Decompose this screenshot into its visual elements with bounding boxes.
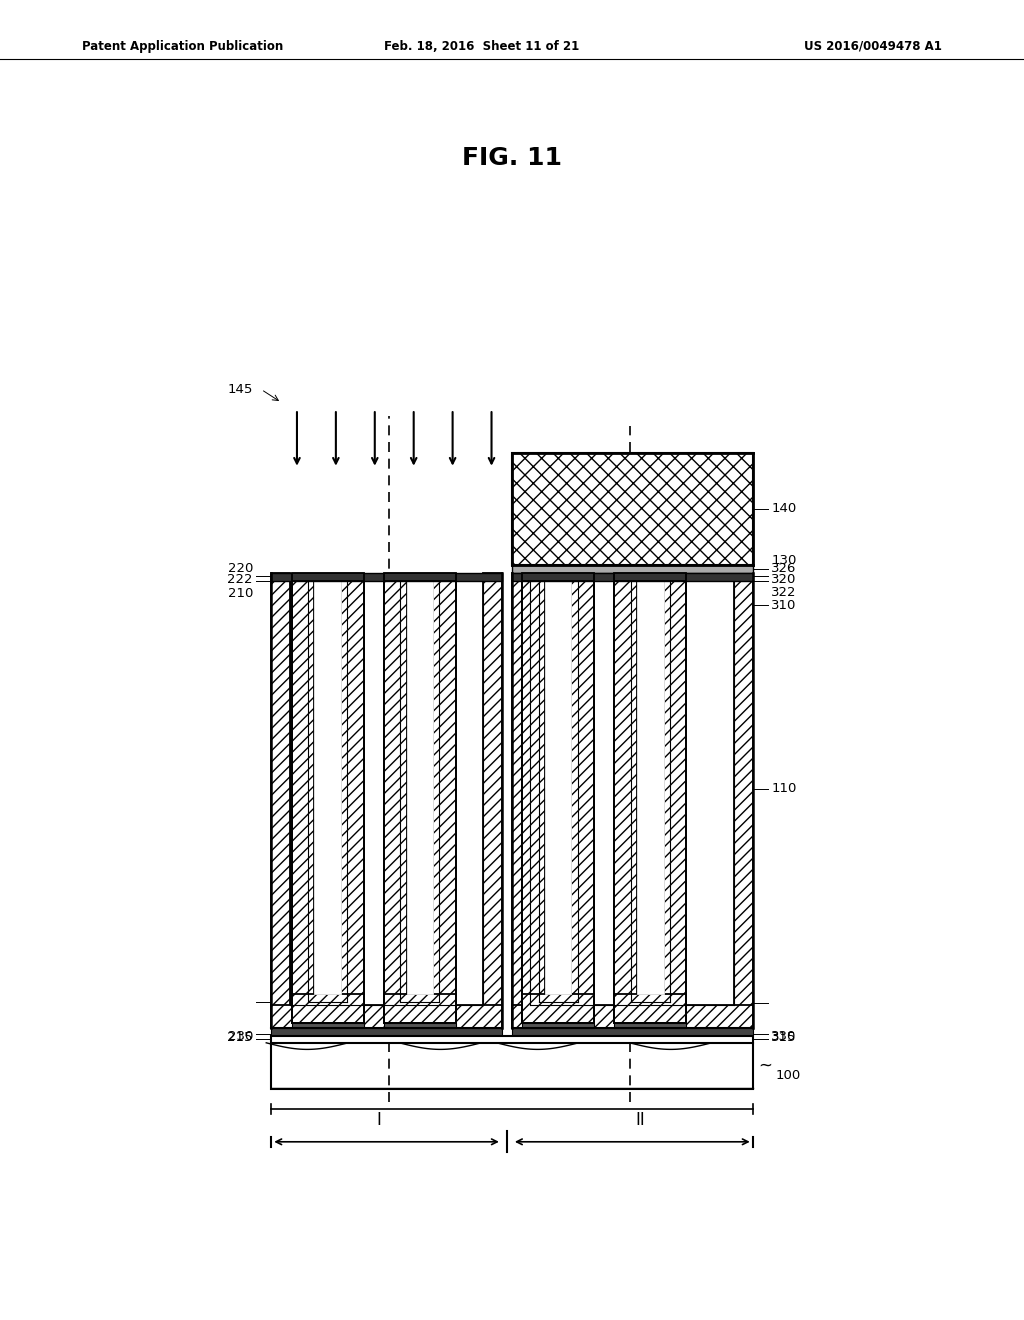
Bar bbox=[614, 994, 686, 1023]
Text: 220: 220 bbox=[227, 562, 253, 576]
Bar bbox=[614, 581, 637, 1023]
Text: US 2016/0049478 A1: US 2016/0049478 A1 bbox=[804, 40, 942, 53]
Text: 145: 145 bbox=[227, 383, 253, 396]
Bar bbox=[545, 581, 571, 994]
Text: I: I bbox=[377, 1110, 381, 1129]
Text: 320: 320 bbox=[771, 573, 797, 586]
Bar bbox=[664, 581, 686, 1023]
Bar bbox=[522, 573, 594, 581]
Text: 130: 130 bbox=[771, 554, 797, 568]
Text: 315: 315 bbox=[771, 1031, 797, 1044]
Bar bbox=[292, 1023, 364, 1028]
Bar bbox=[384, 573, 456, 581]
Bar bbox=[637, 581, 664, 994]
Text: Patent Application Publication: Patent Application Publication bbox=[82, 40, 284, 53]
Text: Feb. 18, 2016  Sheet 11 of 21: Feb. 18, 2016 Sheet 11 of 21 bbox=[384, 40, 579, 53]
Bar bbox=[614, 1023, 686, 1028]
Text: II: II bbox=[635, 1110, 645, 1129]
Bar bbox=[384, 1023, 456, 1028]
Bar bbox=[483, 573, 502, 1028]
Bar bbox=[734, 573, 753, 1028]
Bar bbox=[512, 565, 753, 573]
Bar bbox=[512, 573, 753, 581]
Text: 310: 310 bbox=[771, 599, 797, 612]
Bar bbox=[384, 581, 407, 1023]
Bar bbox=[433, 581, 456, 1023]
Bar bbox=[292, 581, 314, 1023]
Bar bbox=[384, 994, 456, 1023]
Bar bbox=[512, 573, 530, 1028]
Bar bbox=[512, 453, 753, 565]
Bar bbox=[522, 994, 594, 1023]
Bar bbox=[271, 573, 502, 581]
Bar bbox=[271, 573, 290, 1028]
Bar bbox=[292, 573, 364, 581]
Text: 210: 210 bbox=[227, 587, 253, 601]
Bar bbox=[522, 581, 545, 1023]
Text: 326: 326 bbox=[771, 562, 797, 576]
Bar bbox=[271, 1036, 753, 1089]
Bar bbox=[271, 1028, 502, 1035]
Bar bbox=[512, 1028, 753, 1035]
Text: FIG. 11: FIG. 11 bbox=[462, 147, 562, 170]
Bar bbox=[571, 581, 594, 1023]
Bar bbox=[341, 581, 364, 1023]
Text: 222: 222 bbox=[227, 573, 253, 586]
Text: ~: ~ bbox=[758, 1056, 772, 1074]
Bar bbox=[271, 1005, 502, 1028]
Text: 215: 215 bbox=[227, 1031, 253, 1044]
Text: 322: 322 bbox=[771, 586, 797, 599]
Bar bbox=[314, 581, 341, 994]
Bar bbox=[292, 994, 364, 1023]
Bar bbox=[407, 581, 433, 994]
Bar bbox=[614, 573, 686, 581]
Text: 330: 330 bbox=[771, 1030, 797, 1043]
Text: 140: 140 bbox=[771, 503, 797, 515]
Bar bbox=[512, 1005, 753, 1028]
Text: 100: 100 bbox=[775, 1069, 801, 1082]
Text: 110: 110 bbox=[771, 783, 797, 795]
Bar bbox=[522, 1023, 594, 1028]
Text: 230: 230 bbox=[227, 1030, 253, 1043]
